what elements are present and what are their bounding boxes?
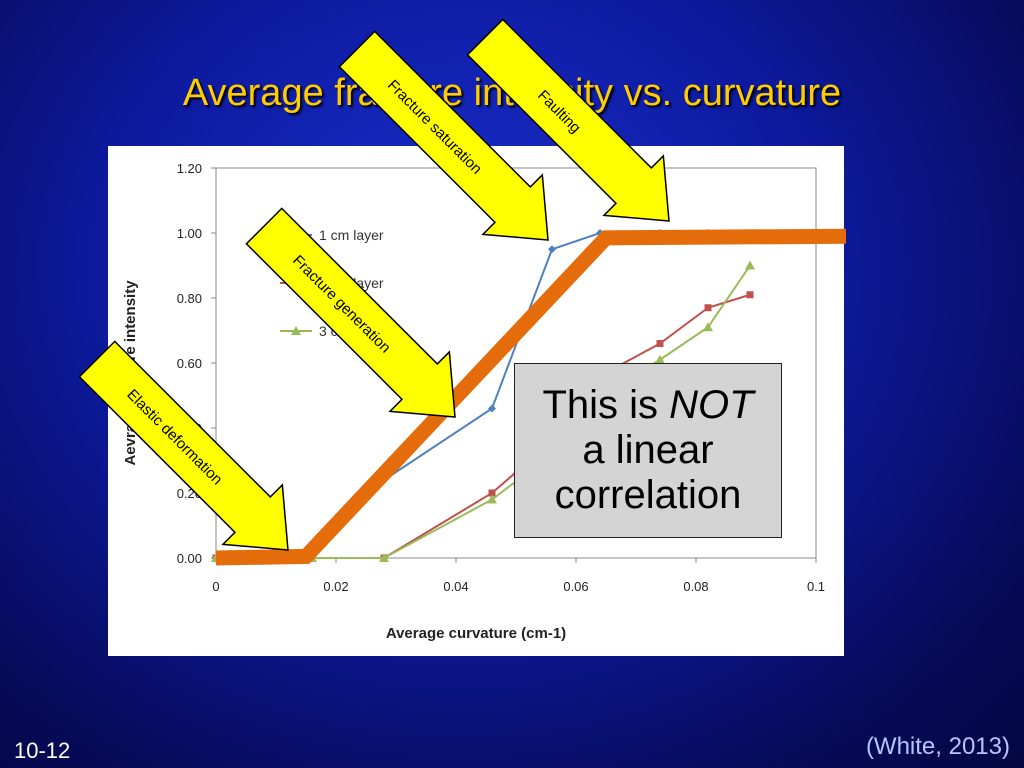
y-tick-label: 0.00 <box>177 551 202 566</box>
callout-line-2: a linear <box>582 428 714 473</box>
legend-label: 1 cm layer <box>319 227 384 243</box>
slide-number: 10-12 <box>14 738 71 763</box>
x-axis-label: Average curvature (cm-1) <box>386 625 566 642</box>
data-point <box>379 553 389 562</box>
data-point <box>548 245 556 254</box>
y-tick-label: 1.20 <box>177 161 202 176</box>
callout-box: This is NOT a linear correlation <box>514 363 782 538</box>
arrow-shape <box>78 340 289 551</box>
x-tick-label: 0 <box>212 579 219 594</box>
x-tick-label: 0.02 <box>323 579 348 594</box>
callout-prefix: This is <box>542 383 670 428</box>
data-point <box>656 340 664 347</box>
y-tick-label: 1.00 <box>177 226 202 241</box>
x-tick-label: 0.06 <box>563 579 588 594</box>
data-point <box>488 404 496 413</box>
data-point <box>655 354 665 364</box>
y-tick-label: 0.60 <box>177 356 202 371</box>
callout-line-1: This is NOT <box>542 383 753 428</box>
callout-line-3: correlation <box>554 472 742 517</box>
citation: (White, 2013) <box>865 733 1010 760</box>
data-point <box>704 304 712 312</box>
data-point <box>745 260 755 270</box>
y-tick-label: 0.80 <box>177 291 202 306</box>
x-tick-label: 0.04 <box>443 579 468 594</box>
x-tick-label: 0.1 <box>807 579 825 594</box>
data-point <box>487 494 497 504</box>
arrow-shape <box>245 207 456 418</box>
arrow-shape <box>466 18 670 222</box>
trend-line-layer <box>215 228 847 566</box>
data-point <box>746 291 754 299</box>
callout-emphasis: NOT <box>669 383 754 428</box>
yellow-arrow-4: Faulting <box>466 18 670 222</box>
x-tick-label: 0.08 <box>683 579 708 594</box>
data-point <box>488 489 496 497</box>
data-point <box>291 326 301 335</box>
trend-line <box>215 228 847 566</box>
arrow-shape <box>338 30 549 241</box>
data-point <box>703 322 713 332</box>
